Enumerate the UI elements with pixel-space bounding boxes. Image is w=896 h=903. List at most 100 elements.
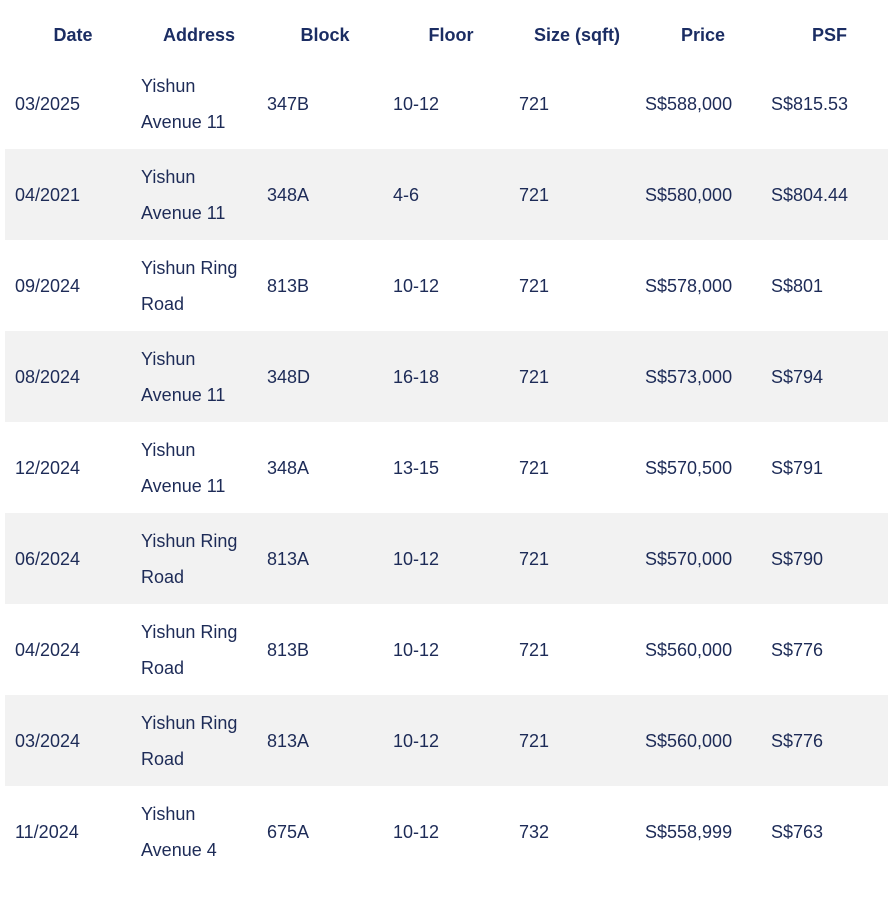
cell-block: 813A	[267, 548, 310, 569]
cell-address: Yishun Avenue 4	[131, 796, 257, 868]
cell-address: Yishun Avenue 11	[131, 159, 257, 231]
cell-psf: S$790	[771, 548, 824, 569]
address-line: Avenue 11	[141, 475, 226, 496]
cell-address: Yishun Ring Road	[131, 250, 257, 322]
cell-price: S$578,000	[645, 275, 733, 296]
address-line: Road	[141, 566, 185, 587]
header-size[interactable]: Size (sqft)	[533, 25, 620, 45]
cell-date: 09/2024	[15, 275, 81, 296]
cell-address: Yishun Ring Road	[131, 523, 257, 595]
cell-date: 08/2024	[15, 366, 81, 387]
cell-price: S$560,000	[645, 639, 733, 660]
address-line: Yishun Ring	[141, 257, 238, 278]
cell-size: 721	[519, 184, 550, 205]
address-line: Avenue 4	[141, 839, 217, 860]
cell-psf: S$763	[771, 821, 824, 842]
address-line: Road	[141, 748, 185, 769]
cell-floor: 10-12	[393, 93, 440, 114]
table-row: 12/2024 Yishun Avenue 11 348A 13-15 721 S$570,…	[5, 422, 888, 513]
cell-size: 721	[519, 93, 550, 114]
address-line: Road	[141, 293, 185, 314]
cell-floor: 16-18	[393, 366, 440, 387]
table-row: 11/2024 Yishun Avenue 4 675A 10-12 732 S$558,9…	[5, 786, 888, 877]
cell-psf: S$804.44	[771, 184, 849, 205]
cell-psf: S$776	[771, 730, 824, 751]
cell-block: 348D	[267, 366, 311, 387]
address-line: Yishun	[141, 348, 196, 369]
cell-size: 721	[519, 366, 550, 387]
address-line: Road	[141, 657, 185, 678]
cell-floor: 10-12	[393, 275, 440, 296]
cell-block: 675A	[267, 821, 310, 842]
cell-price: S$588,000	[645, 93, 733, 114]
table-row: 04/2021 Yishun Avenue 11 348A 4-6 721 S$580,00…	[5, 149, 888, 240]
address-line: Yishun	[141, 439, 196, 460]
cell-psf: S$776	[771, 639, 824, 660]
table-row: 09/2024 Yishun Ring Road 813B 10-12 721 S$578,…	[5, 240, 888, 331]
cell-size: 721	[519, 730, 550, 751]
cell-date: 06/2024	[15, 548, 81, 569]
header-block[interactable]: Block	[300, 25, 350, 45]
address-line: Yishun Ring	[141, 621, 238, 642]
cell-price: S$580,000	[645, 184, 733, 205]
table-row: 08/2024 Yishun Avenue 11 348D 16-18 721 S$573,…	[5, 331, 888, 422]
table-row: 03/2024 Yishun Ring Road 813A 10-12 721 S$560,…	[5, 695, 888, 786]
cell-price: S$560,000	[645, 730, 733, 751]
cell-block: 348A	[267, 184, 310, 205]
header-price[interactable]: Price	[680, 25, 726, 45]
address-line: Yishun Ring	[141, 530, 238, 551]
cell-psf: S$801	[771, 275, 824, 296]
cell-address: Yishun Ring Road	[131, 705, 257, 777]
cell-block: 813B	[267, 275, 310, 296]
cell-floor: 13-15	[393, 457, 440, 478]
address-line: Yishun	[141, 803, 196, 824]
address-line: Yishun	[141, 166, 196, 187]
header-psf[interactable]: PSF	[811, 25, 847, 45]
table-row: 06/2024 Yishun Ring Road 813A 10-12 721 S$570,…	[5, 513, 888, 604]
address-line: Avenue 11	[141, 202, 226, 223]
cell-size: 721	[519, 548, 550, 569]
address-line: Avenue 11	[141, 111, 226, 132]
table-body: 03/2025 Yishun Avenue 11 347B 10-12 721 S$588,…	[5, 58, 888, 877]
header-floor[interactable]: Floor	[428, 25, 474, 45]
cell-block: 347B	[267, 93, 310, 114]
cell-floor: 10-12	[393, 639, 440, 660]
cell-block: 348A	[267, 457, 310, 478]
cell-date: 12/2024	[15, 457, 81, 478]
address-line: Yishun Ring	[141, 712, 238, 733]
cell-block: 813A	[267, 730, 310, 751]
cell-address: Yishun Ring Road	[131, 614, 257, 686]
cell-price: S$558,999	[645, 821, 733, 842]
cell-floor: 4-6	[393, 184, 420, 205]
table-row: 04/2024 Yishun Ring Road 813B 10-12 721 S$560,…	[5, 604, 888, 695]
cell-date: 03/2024	[15, 730, 81, 751]
cell-floor: 10-12	[393, 821, 440, 842]
cell-price: S$570,500	[645, 457, 733, 478]
address-line: Yishun	[141, 75, 196, 96]
cell-psf: S$794	[771, 366, 824, 387]
table-row: 03/2025 Yishun Avenue 11 347B 10-12 721 S$588,…	[5, 58, 888, 149]
cell-size: 732	[519, 821, 550, 842]
cell-date: 04/2024	[15, 639, 81, 660]
cell-block: 813B	[267, 639, 310, 660]
cell-date: 03/2025	[15, 93, 81, 114]
cell-floor: 10-12	[393, 548, 440, 569]
transactions-table: Date Address Block Floor Size (sqft) Pri…	[5, 12, 888, 877]
cell-psf: S$815.53	[771, 93, 849, 114]
cell-size: 721	[519, 639, 550, 660]
header-date[interactable]: Date	[53, 25, 93, 45]
header-address[interactable]: Address	[162, 25, 236, 45]
cell-address: Yishun Avenue 11	[131, 68, 257, 140]
cell-size: 721	[519, 457, 550, 478]
cell-address: Yishun Avenue 11	[131, 341, 257, 413]
cell-address: Yishun Avenue 11	[131, 432, 257, 504]
cell-price: S$570,000	[645, 548, 733, 569]
table-header: Date Address Block Floor Size (sqft) Pri…	[5, 12, 888, 58]
cell-date: 04/2021	[15, 184, 81, 205]
cell-size: 721	[519, 275, 550, 296]
cell-psf: S$791	[771, 457, 824, 478]
cell-date: 11/2024	[15, 821, 79, 842]
address-line: Avenue 11	[141, 384, 226, 405]
cell-price: S$573,000	[645, 366, 733, 387]
cell-floor: 10-12	[393, 730, 440, 751]
